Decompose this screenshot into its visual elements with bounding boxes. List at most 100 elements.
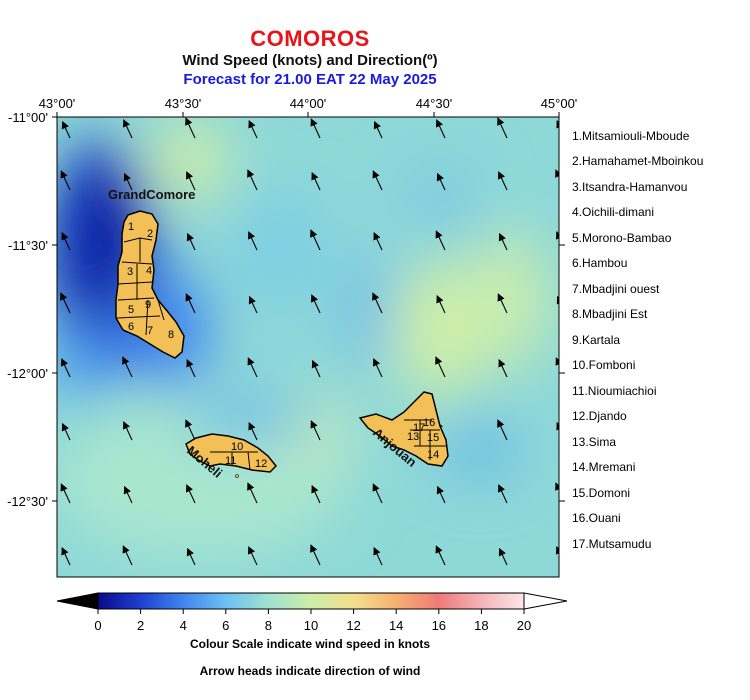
legend-item: 17.Mutsamudu [572, 537, 651, 551]
wind-arrow [311, 485, 321, 504]
wind-arrow [247, 169, 258, 191]
wind-arrow [435, 545, 446, 566]
wind-arrow [373, 358, 383, 378]
lat-tick-label: -11°00' [8, 110, 48, 125]
map-subtitle: Wind Speed (knots) and Direction(º) [182, 52, 438, 69]
map-title: COMOROS [250, 26, 370, 51]
wind-arrow [61, 422, 71, 441]
wind-arrow [436, 172, 446, 191]
wind-arrow [310, 229, 321, 251]
wind-arrow [248, 120, 258, 139]
wind-arrow [372, 483, 383, 504]
svg-text:7: 7 [147, 325, 153, 337]
island-moheli [185, 433, 278, 478]
lon-tick-label: 44°30' [416, 96, 453, 111]
svg-text:10: 10 [231, 441, 243, 453]
wind-arrow [311, 294, 321, 314]
wind-arrow [373, 547, 383, 566]
wind-arrow [123, 421, 133, 441]
wind-arrow [436, 119, 446, 139]
legend-item: 5.Morono-Bambao [572, 231, 672, 245]
svg-text:16: 16 [423, 417, 435, 429]
wind-arrow [61, 547, 71, 566]
wind-arrow [123, 485, 133, 504]
wind-arrow [556, 295, 559, 305]
island-grandcomore [115, 210, 185, 359]
legend-item: 13.Sima [572, 435, 616, 449]
wind-arrow [122, 356, 133, 378]
wind-arrow [372, 170, 383, 191]
wind-arrow [556, 422, 559, 431]
legend-item: 14.Mremani [572, 460, 635, 474]
legend-item: 1.Mitsamiouli-Mboude [572, 129, 690, 143]
wind-arrow [555, 357, 559, 366]
wind-arrow [60, 483, 71, 504]
colorbar-tick-label: 6 [222, 618, 229, 633]
wind-arrow [248, 231, 258, 251]
wind-arrow [61, 232, 71, 251]
wind-arrow [185, 293, 196, 314]
lat-tick-label: -12°30' [7, 494, 48, 509]
footnote: Arrow heads indicate direction of wind [199, 664, 421, 678]
svg-text:3: 3 [127, 266, 133, 278]
legend-item: 9.Kartala [572, 333, 620, 347]
wind-arrow [311, 172, 321, 191]
wind-arrow [497, 293, 508, 314]
wind-arrow [435, 356, 446, 378]
svg-text:8: 8 [168, 329, 174, 341]
wind-arrow [498, 547, 508, 566]
lat-tick-label: -12°00' [7, 366, 48, 381]
wind-arrow [436, 295, 446, 314]
wind-arrow [310, 118, 321, 139]
svg-text:12: 12 [255, 458, 267, 470]
wind-arrow [498, 359, 508, 378]
wind-arrow [555, 169, 559, 179]
wind-arrow [185, 419, 196, 441]
island-anjouan [358, 391, 449, 467]
wind-arrow [373, 120, 383, 139]
svg-text:9: 9 [145, 299, 151, 311]
wind-arrow [123, 119, 133, 139]
legend-item: 6.Hambou [572, 256, 627, 270]
wind-arrow [186, 171, 196, 191]
colorbar-caption: Colour Scale indicate wind speed in knot… [189, 637, 431, 651]
svg-text:15: 15 [427, 432, 439, 444]
svg-text:1: 1 [128, 221, 134, 233]
lon-tick-label: 45°00' [541, 96, 578, 111]
colorbar-tick-label: 10 [304, 618, 318, 633]
legend-item: 16.Ouani [572, 511, 621, 525]
legend-item: 10.Fomboni [572, 358, 635, 372]
wind-arrow [556, 231, 559, 240]
wind-arrow [310, 544, 321, 566]
wind-arrow [248, 422, 258, 441]
wind-arrow [122, 545, 133, 566]
wind-arrow [185, 117, 196, 139]
svg-text:14: 14 [427, 449, 439, 461]
wind-arrow [248, 546, 258, 566]
wind-arrow [186, 547, 196, 566]
lon-tick-label: 43°00' [39, 96, 76, 111]
wind-speed-field [57, 117, 559, 577]
wind-arrow [60, 170, 71, 191]
legend-item: 8.Mbadjini Est [572, 307, 648, 321]
lat-tick-label: -11°30' [8, 238, 48, 253]
wind-arrow [435, 230, 446, 251]
legend-item: 3.Itsandra-Hamanvou [572, 180, 687, 194]
colorbar-tick-label: 4 [180, 618, 187, 633]
colorbar-tick-label: 18 [474, 618, 488, 633]
legend-item: 11.Nioumiachioi [572, 384, 657, 398]
wind-arrow [555, 482, 559, 492]
wind-arrow [186, 484, 196, 504]
wind-arrow [247, 482, 258, 504]
wind-arrow [310, 420, 321, 441]
legend-item: 15.Domoni [572, 486, 630, 500]
wind-arrow [556, 120, 559, 129]
wind-arrow [497, 117, 508, 139]
wind-arrow [498, 171, 508, 191]
svg-text:4: 4 [146, 265, 152, 277]
wind-arrow [247, 357, 258, 378]
wind-arrow [498, 232, 508, 251]
legend-item: 4.Oichili-dimani [572, 205, 654, 219]
legend-item: 2.Hamahamet-Mboinkou [572, 154, 703, 168]
